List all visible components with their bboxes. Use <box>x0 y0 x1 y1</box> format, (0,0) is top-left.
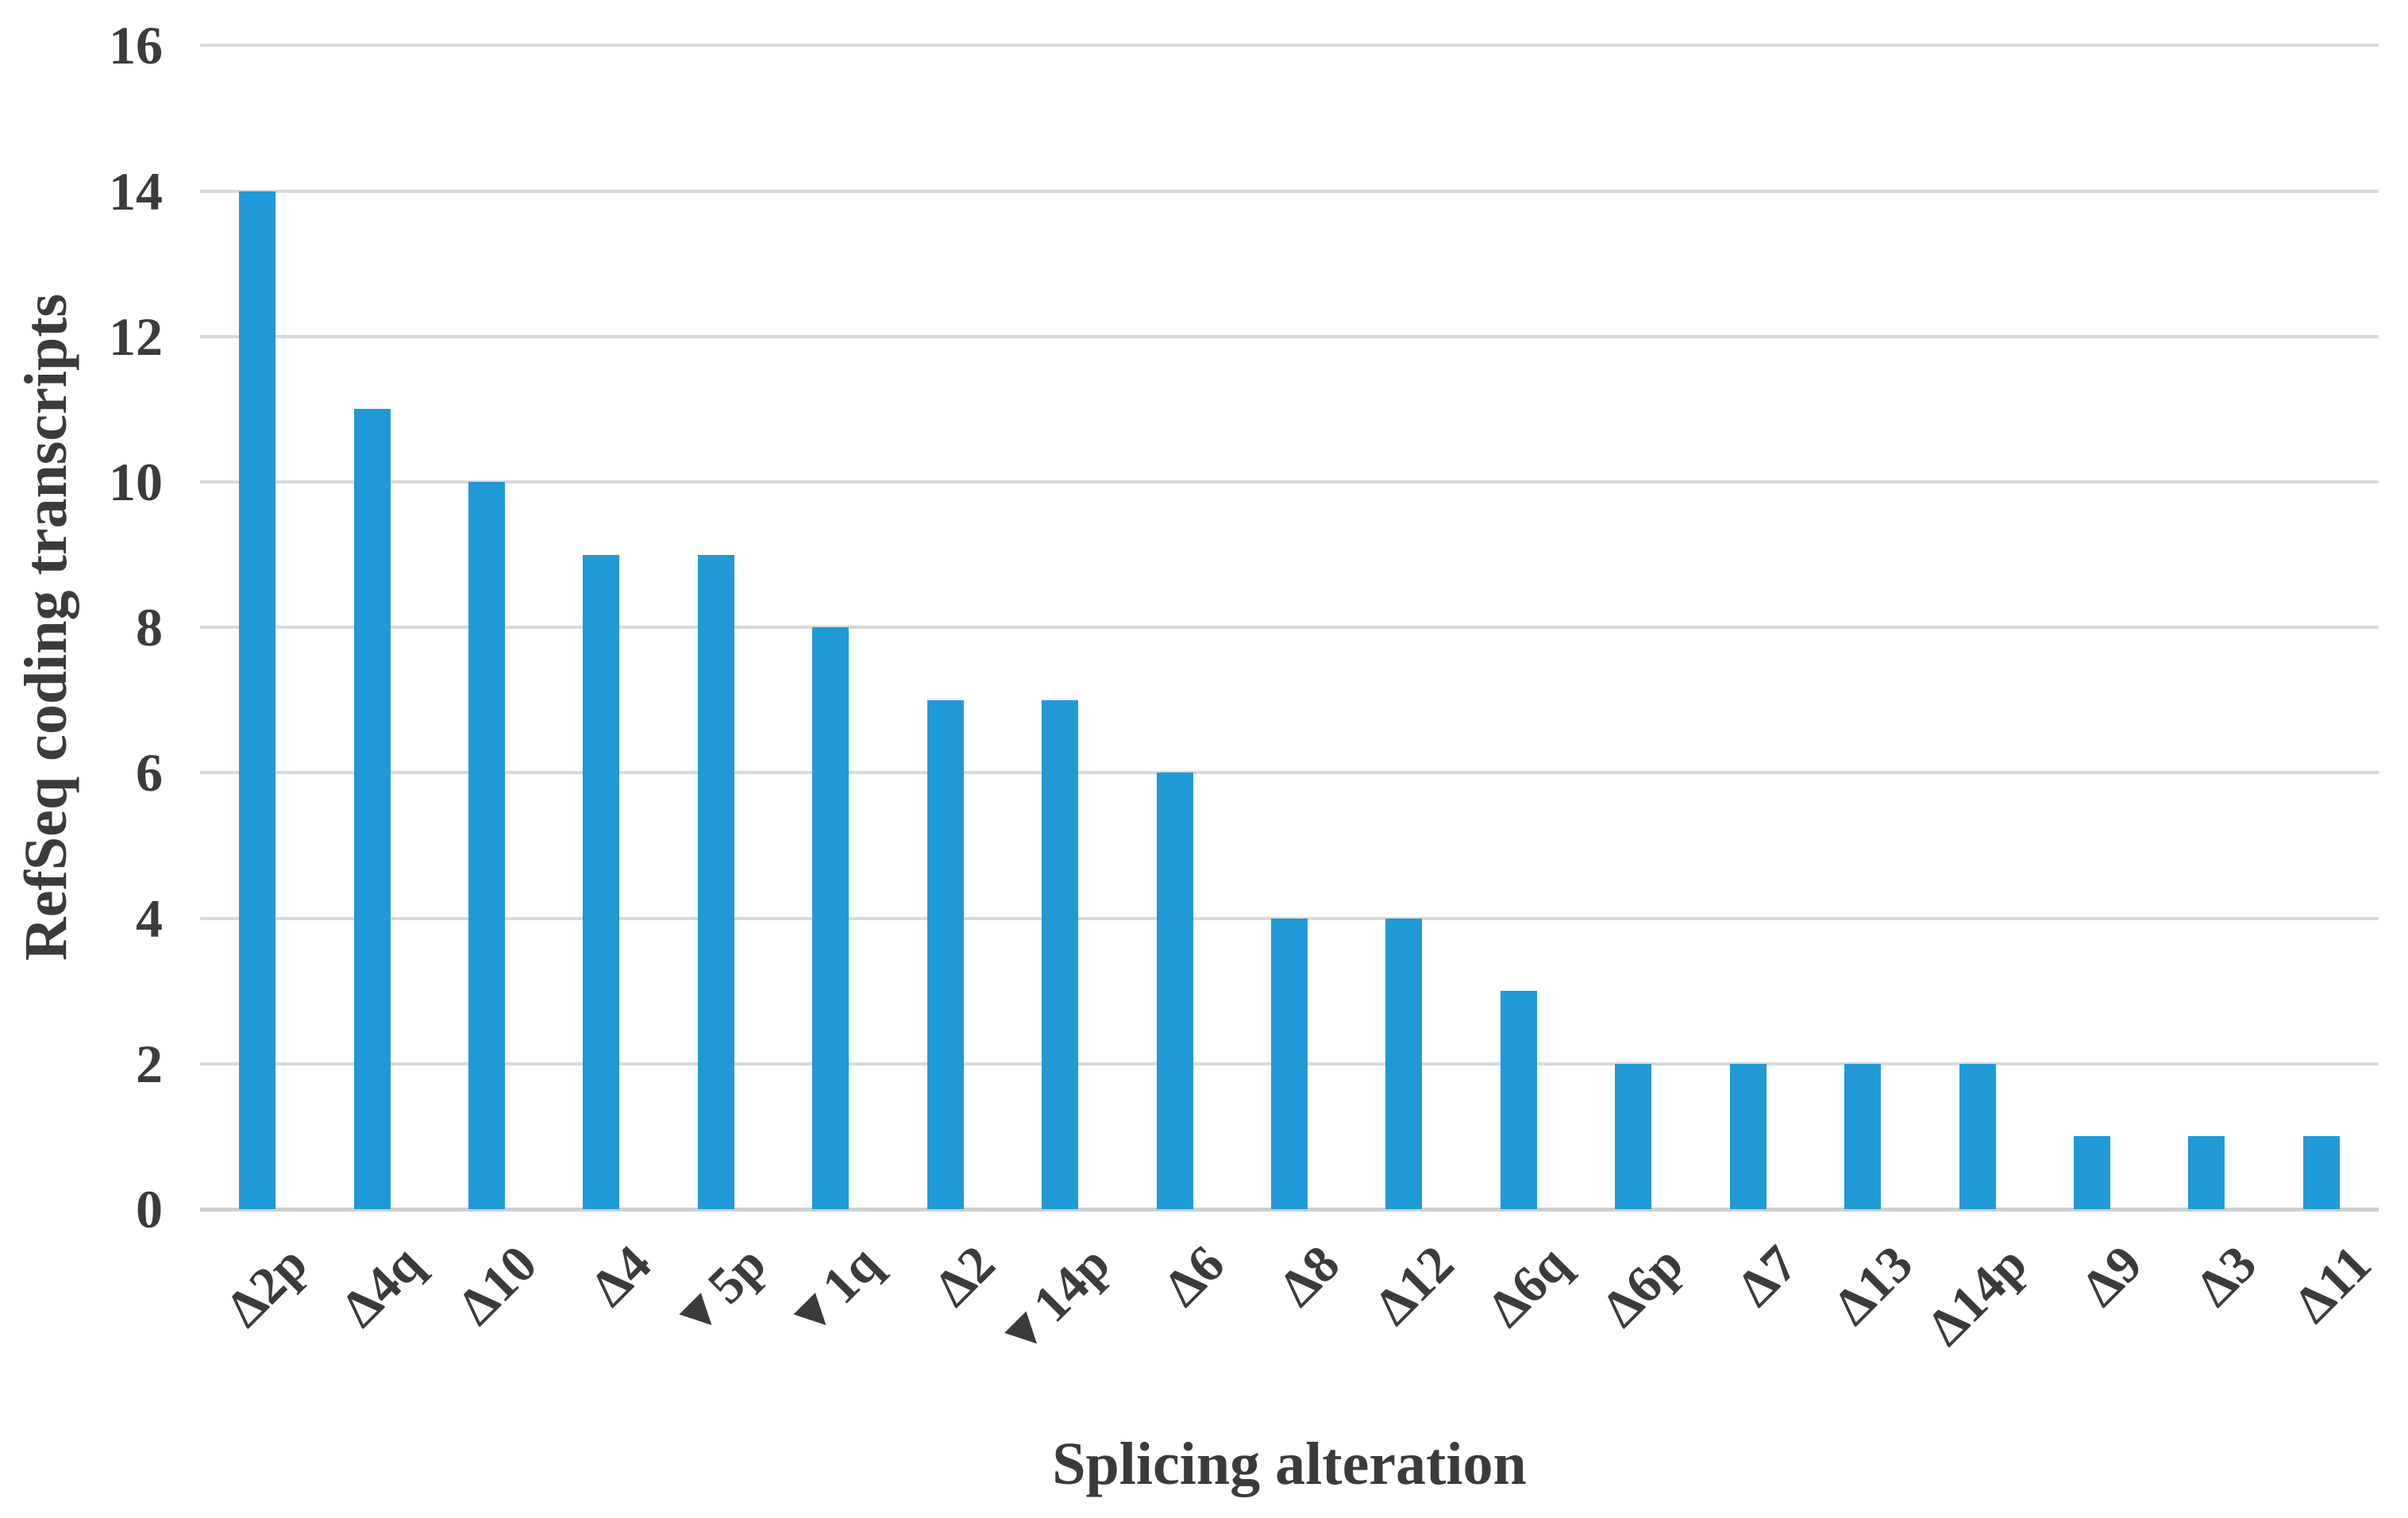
y-tick-label: 16 <box>109 15 163 76</box>
x-axis-line <box>200 1208 2379 1212</box>
x-tick-label: Δ6 <box>1153 1235 1236 1318</box>
x-tick-label: ▼5p <box>660 1235 777 1352</box>
bar <box>2073 1136 2110 1209</box>
x-tick-label: Δ10 <box>446 1235 548 1336</box>
x-tick-label: Δ8 <box>1267 1235 1350 1318</box>
bar <box>353 409 391 1209</box>
bar <box>2188 1136 2225 1209</box>
gridline <box>200 189 2379 193</box>
x-tick-label: ▼14p <box>985 1235 1121 1370</box>
x-tick-label: Δ7 <box>1726 1235 1809 1318</box>
x-tick-label: Δ2p <box>214 1235 318 1339</box>
gridline <box>200 626 2379 630</box>
bar <box>1271 918 1308 1209</box>
y-tick-label: 12 <box>109 306 163 367</box>
bar <box>1615 1063 1652 1209</box>
bar <box>927 699 964 1209</box>
bar <box>697 554 734 1209</box>
x-tick-label: ▼1q <box>775 1235 892 1352</box>
y-tick-label: 14 <box>109 160 163 222</box>
x-tick-label: Δ11 <box>2283 1235 2383 1335</box>
x-tick-label: Δ14p <box>1916 1235 2039 1357</box>
x-tick-label: Δ2 <box>923 1235 1007 1318</box>
y-tick-label: 6 <box>136 742 163 803</box>
y-tick-label: 8 <box>136 597 163 658</box>
x-tick-label: Δ13 <box>1822 1235 1924 1336</box>
bar <box>1729 1063 1767 1209</box>
bar <box>1042 699 1079 1209</box>
y-tick-label: 4 <box>136 888 163 949</box>
bar <box>1156 772 1193 1209</box>
bar <box>2302 1136 2340 1209</box>
bar <box>1844 1063 1882 1209</box>
bar <box>1500 991 1537 1209</box>
x-tick-label: Δ3 <box>2184 1235 2268 1318</box>
y-tick-label: 2 <box>136 1033 163 1094</box>
bar <box>1959 1063 1996 1209</box>
y-tick-label: 0 <box>136 1179 163 1239</box>
gridline <box>200 44 2379 48</box>
x-tick-label: Δ4 <box>580 1235 663 1318</box>
x-tick-label: Δ4q <box>329 1235 433 1339</box>
gridline <box>200 771 2379 775</box>
x-tick-label: Δ12 <box>1363 1235 1466 1336</box>
y-tick-label: 10 <box>109 452 163 512</box>
bar <box>468 482 506 1209</box>
x-tick-label: Δ6q <box>1476 1235 1580 1339</box>
bar <box>583 554 620 1209</box>
gridline <box>200 480 2379 484</box>
bar <box>1385 918 1423 1209</box>
x-axis-title: Splicing alteration <box>1052 1431 1527 1497</box>
gridline <box>200 334 2379 338</box>
bar <box>239 191 276 1209</box>
x-tick-label: Δ9 <box>2070 1235 2153 1318</box>
bar <box>812 627 850 1209</box>
x-tick-label: Δ6p <box>1590 1235 1695 1339</box>
